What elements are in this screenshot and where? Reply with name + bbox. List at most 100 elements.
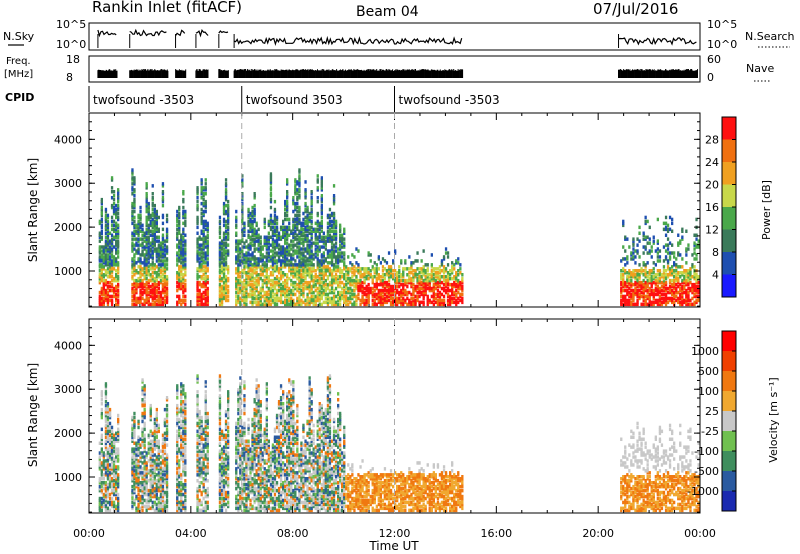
cell [178, 271, 181, 275]
cell [106, 229, 110, 233]
cell [222, 203, 226, 208]
cell [300, 233, 303, 237]
cell [117, 302, 120, 307]
cell [206, 233, 209, 237]
cell [245, 255, 248, 259]
cell [316, 267, 319, 271]
cell [149, 294, 152, 299]
cell [339, 227, 342, 232]
cell [110, 265, 114, 269]
cell [451, 284, 454, 289]
cell [436, 298, 440, 303]
cell [261, 282, 264, 287]
cell [385, 261, 389, 265]
cell [339, 247, 342, 251]
cell [424, 269, 427, 273]
cell [200, 182, 203, 186]
cell [310, 219, 313, 224]
cell [296, 282, 299, 287]
cell [381, 288, 385, 293]
cell [133, 199, 136, 204]
cell [204, 290, 207, 295]
cell [636, 294, 639, 299]
cell [178, 294, 181, 299]
cell [355, 278, 358, 283]
cell [157, 239, 160, 243]
cell [263, 269, 266, 273]
cell [640, 286, 643, 291]
cell [328, 215, 332, 220]
cell [394, 249, 397, 253]
cell [245, 276, 248, 281]
cell [153, 213, 156, 218]
cell [357, 286, 360, 291]
cell [644, 280, 647, 285]
cell [636, 275, 639, 279]
cell [200, 178, 203, 182]
cell [626, 290, 629, 295]
cell [341, 290, 344, 295]
cell [131, 182, 134, 186]
cell [200, 255, 203, 259]
cell [365, 275, 368, 279]
cell [279, 267, 283, 271]
cell [332, 275, 336, 279]
cell [671, 282, 674, 287]
cell [110, 241, 114, 245]
cell [277, 271, 281, 275]
cell [227, 265, 230, 269]
cell [155, 215, 158, 220]
cell [180, 298, 183, 303]
cell [241, 192, 244, 196]
cell [182, 261, 185, 265]
cell [332, 233, 336, 237]
cell [446, 278, 450, 283]
cell [155, 294, 158, 299]
cell [660, 296, 664, 301]
cell [251, 265, 254, 269]
cell [304, 263, 307, 267]
cell [326, 282, 330, 287]
cell [106, 235, 110, 239]
cell [98, 280, 101, 285]
cell [440, 261, 444, 265]
cell [332, 253, 336, 257]
cell [257, 239, 260, 243]
cell [286, 237, 289, 241]
cell [286, 294, 289, 299]
cell [251, 275, 254, 279]
cell [430, 273, 433, 277]
cell [634, 255, 637, 259]
cell [145, 253, 148, 257]
cell [147, 255, 150, 259]
cell [432, 269, 435, 273]
cell [400, 273, 403, 277]
cell [420, 259, 423, 263]
cell [357, 263, 360, 267]
cell [416, 296, 419, 301]
cell [182, 280, 185, 285]
cell [133, 209, 136, 214]
cell [224, 245, 228, 249]
cell [622, 276, 625, 281]
cell [147, 273, 150, 277]
cell [269, 180, 273, 184]
cell [326, 300, 330, 305]
cell [163, 276, 167, 281]
cell [267, 219, 270, 224]
cell [343, 251, 346, 255]
cell [286, 192, 289, 196]
cell [157, 273, 160, 277]
cell [218, 261, 222, 265]
cell [147, 278, 150, 283]
cell [656, 286, 659, 291]
cell [634, 280, 637, 285]
cell [182, 205, 185, 210]
cell [343, 282, 346, 287]
cell [632, 292, 635, 297]
cell [622, 282, 625, 287]
cell [345, 267, 348, 271]
cell [446, 275, 450, 279]
cell [98, 290, 101, 295]
cell [341, 245, 344, 249]
